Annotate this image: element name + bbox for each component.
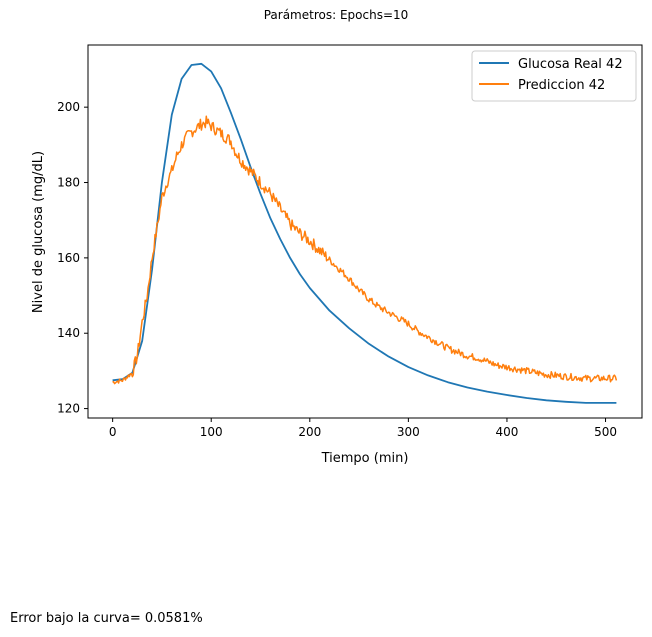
x-tick-label: 100 bbox=[200, 425, 223, 439]
y-tick-label: 120 bbox=[57, 402, 80, 416]
x-axis-label: Tiempo (min) bbox=[321, 451, 409, 466]
y-axis-label: Nivel de glucosa (mg/dL) bbox=[31, 151, 46, 313]
legend-box bbox=[471, 50, 637, 102]
plot-frame bbox=[87, 44, 643, 419]
legend: Glucosa Real 42 Prediccion 42 bbox=[471, 50, 637, 102]
y-tick-label: 140 bbox=[57, 326, 80, 340]
error-note: Error bajo la curva= 0.0581% bbox=[10, 611, 203, 626]
x-tick-label: 400 bbox=[495, 425, 518, 439]
x-tick-label: 300 bbox=[397, 425, 420, 439]
y-tick-label: 200 bbox=[57, 100, 80, 114]
y-tick-label: 160 bbox=[57, 251, 80, 265]
x-tick-label: 200 bbox=[298, 425, 321, 439]
legend-label-pred: Prediccion 42 bbox=[518, 78, 605, 93]
series-line-prediction bbox=[112, 115, 618, 385]
line-chart: 0 100 200 300 400 500 120 140 160 180 200 Tiempo … bbox=[31, 44, 643, 466]
x-tick-label: 0 bbox=[109, 425, 117, 439]
series-layer bbox=[112, 62, 618, 404]
figure-title: Parámetros: Epochs=10 bbox=[263, 8, 409, 22]
y-tick-label: 180 bbox=[57, 176, 80, 190]
y-axis: 120 140 160 180 200 bbox=[57, 100, 88, 416]
legend-label-real: Glucosa Real 42 bbox=[518, 57, 623, 72]
x-tick-label: 500 bbox=[594, 425, 617, 439]
x-axis: 0 100 200 300 400 500 bbox=[109, 418, 617, 439]
series-line-real bbox=[112, 62, 617, 404]
